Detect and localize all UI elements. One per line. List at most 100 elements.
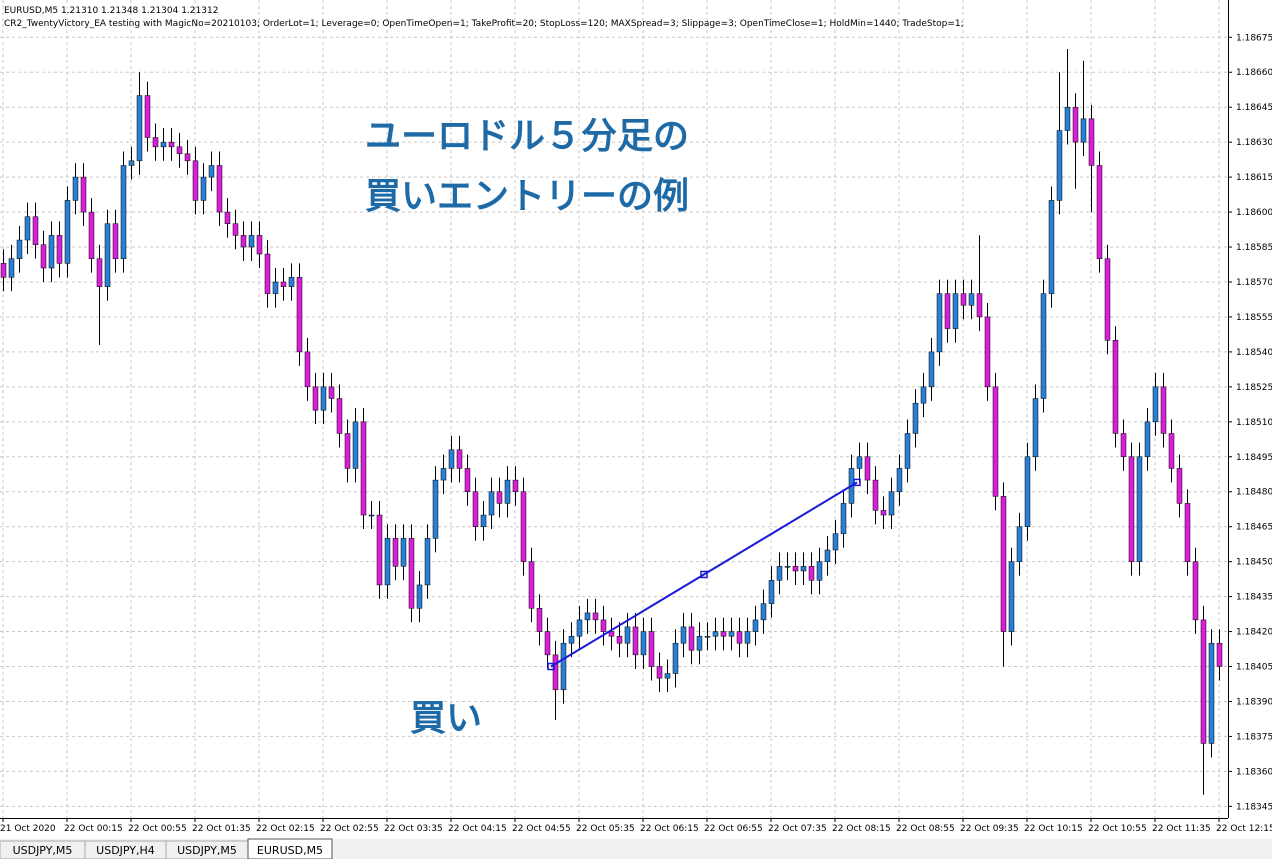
candle-body bbox=[728, 631, 735, 637]
candle-body bbox=[936, 293, 943, 353]
candle-body bbox=[448, 449, 455, 469]
candle-body bbox=[776, 566, 783, 581]
candle-body bbox=[232, 223, 239, 236]
candle-body bbox=[1096, 165, 1103, 259]
candle-body bbox=[328, 386, 335, 399]
candle-body bbox=[416, 584, 423, 609]
candle-body bbox=[1136, 456, 1143, 562]
candle-body bbox=[496, 491, 503, 504]
candle-body bbox=[752, 619, 759, 632]
x-tick-label: 22 Oct 05:35 bbox=[576, 824, 635, 834]
y-tick-label: 1.18615 bbox=[1236, 173, 1272, 183]
candle-body bbox=[160, 141, 167, 148]
y-tick-label: 1.18435 bbox=[1236, 593, 1272, 603]
candle-body bbox=[64, 200, 71, 264]
y-tick-label: 1.18630 bbox=[1236, 138, 1272, 148]
candle-body bbox=[1208, 642, 1215, 744]
candle-body bbox=[72, 176, 79, 201]
candle-body bbox=[1120, 433, 1127, 458]
candle-body bbox=[904, 433, 911, 469]
candle-body bbox=[960, 293, 967, 306]
candle-body bbox=[832, 533, 839, 551]
candle-body bbox=[696, 635, 703, 651]
candle-body bbox=[704, 635, 711, 638]
candle-body bbox=[1008, 561, 1015, 632]
candle-body bbox=[1016, 526, 1023, 562]
candle-body bbox=[456, 449, 463, 469]
candle-body bbox=[176, 146, 183, 155]
candle-body bbox=[1024, 456, 1031, 527]
y-tick-label: 1.18510 bbox=[1236, 418, 1272, 428]
candle-body bbox=[736, 631, 743, 644]
candle-body bbox=[1184, 503, 1191, 562]
candle-body bbox=[0, 263, 7, 278]
tab-label[interactable]: EURUSD,M5 bbox=[257, 844, 323, 857]
candle-body bbox=[856, 456, 863, 469]
candle-body bbox=[272, 281, 279, 294]
candle-body bbox=[1056, 130, 1063, 201]
candle-body bbox=[480, 514, 487, 527]
y-tick-label: 1.18675 bbox=[1236, 33, 1272, 43]
y-tick-label: 1.18450 bbox=[1236, 558, 1272, 568]
candle-body bbox=[360, 421, 367, 516]
y-tick-label: 1.18570 bbox=[1236, 278, 1272, 288]
candle-body bbox=[1200, 619, 1207, 744]
candle-body bbox=[48, 235, 55, 269]
candle-body bbox=[368, 514, 375, 517]
tab[interactable] bbox=[247, 838, 333, 859]
x-tick-label: 22 Oct 00:15 bbox=[64, 824, 123, 834]
candle-body bbox=[120, 165, 127, 259]
x-tick-label: 22 Oct 00:55 bbox=[128, 824, 187, 834]
y-tick-label: 1.18480 bbox=[1236, 488, 1272, 498]
x-tick-label: 22 Oct 10:55 bbox=[1088, 824, 1147, 834]
x-tick-label: 22 Oct 09:35 bbox=[960, 824, 1019, 834]
candle-body bbox=[624, 626, 631, 644]
candle-body bbox=[288, 277, 295, 287]
candle-body bbox=[1072, 106, 1079, 143]
candle-body bbox=[280, 281, 287, 287]
candle-body bbox=[800, 566, 807, 572]
candle-body bbox=[664, 673, 671, 679]
y-tick-label: 1.18555 bbox=[1236, 313, 1272, 323]
candle-body bbox=[184, 153, 191, 162]
candle-body bbox=[256, 235, 263, 255]
candle-body bbox=[1104, 258, 1111, 341]
candle-body bbox=[440, 468, 447, 481]
x-tick-label: 22 Oct 06:55 bbox=[704, 824, 763, 834]
candle-body bbox=[656, 666, 663, 679]
candle-body bbox=[1000, 496, 1007, 632]
tab-label[interactable]: USDJPY,H4 bbox=[96, 844, 155, 857]
x-tick-label: 22 Oct 04:55 bbox=[512, 824, 571, 834]
candle-body bbox=[8, 258, 15, 278]
y-tick-label: 1.18405 bbox=[1236, 663, 1272, 673]
y-tick-label: 1.18660 bbox=[1236, 68, 1272, 78]
trade-line bbox=[550, 481, 858, 668]
candle-body bbox=[792, 566, 799, 572]
candle-body bbox=[600, 619, 607, 632]
candle-body bbox=[264, 253, 271, 294]
candle-body bbox=[248, 235, 255, 248]
candle-body bbox=[1048, 200, 1055, 294]
y-tick-label: 1.18390 bbox=[1236, 697, 1272, 707]
candle-body bbox=[744, 631, 751, 644]
candle-body bbox=[576, 619, 583, 637]
tab-label[interactable]: USDJPY,M5 bbox=[13, 844, 73, 857]
candle-body bbox=[920, 386, 927, 404]
candle-body bbox=[392, 538, 399, 567]
candle-body bbox=[504, 479, 511, 504]
candle-body bbox=[536, 608, 543, 632]
tab-label[interactable]: USDJPY,M5 bbox=[177, 844, 237, 857]
candle-body bbox=[168, 141, 175, 148]
x-tick-label: 22 Oct 04:15 bbox=[448, 824, 507, 834]
y-tick-label: 1.18420 bbox=[1236, 628, 1272, 638]
candle-body bbox=[1160, 386, 1167, 434]
candle-body bbox=[464, 468, 471, 492]
candle-body bbox=[408, 538, 415, 609]
candle-body bbox=[608, 631, 615, 637]
x-tick-label: 22 Oct 07:35 bbox=[768, 824, 827, 834]
y-tick-label: 1.18585 bbox=[1236, 243, 1272, 253]
x-tick-label: 22 Oct 08:15 bbox=[832, 824, 891, 834]
candle-body bbox=[472, 491, 479, 527]
annotation: 買い bbox=[410, 698, 482, 739]
candle-body bbox=[56, 235, 63, 264]
